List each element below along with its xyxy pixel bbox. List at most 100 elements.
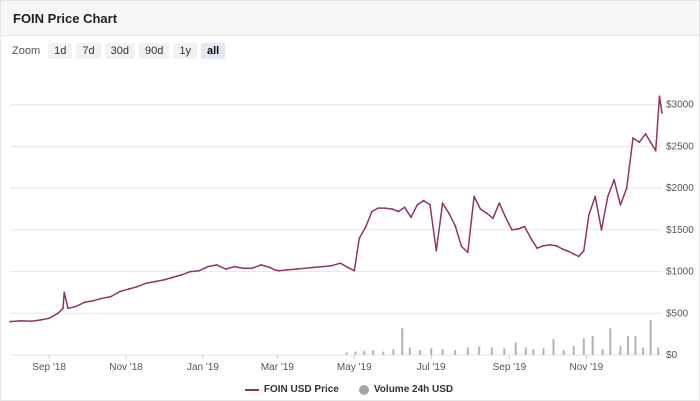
price-point (498, 202, 501, 205)
price-point (57, 312, 59, 315)
y-axis-ticks: $0 $500 $1000 $1500 $2000 $2500 $3000 (666, 100, 694, 361)
legend-dot-icon (358, 384, 369, 395)
volume-bar (626, 335, 629, 355)
zoom-label: Zoom (12, 45, 41, 57)
chart-legend: FOIN USD Price Volume 24h USD (0, 384, 698, 395)
volume-bar (609, 328, 612, 355)
price-series (9, 95, 663, 323)
volume-bar (418, 349, 421, 355)
zoom-button-1y[interactable]: 1y (173, 43, 197, 59)
price-point (136, 285, 139, 288)
price-point (625, 187, 628, 190)
price-point (321, 265, 324, 268)
price-point (594, 195, 597, 198)
price-point (348, 267, 351, 270)
volume-bar (354, 351, 357, 355)
price-point (416, 203, 419, 206)
volume-bar (401, 328, 404, 355)
price-point (567, 250, 570, 253)
price-chart: $0 $500 $1000 $1500 $2000 $2500 $3000 Sep '18 N… (9, 95, 694, 373)
price-point (435, 249, 438, 252)
price-point (92, 299, 95, 302)
price-point (277, 269, 280, 272)
price-point (460, 245, 463, 248)
zoom-button-1d[interactable]: 1d (48, 43, 73, 59)
volume-bar (441, 349, 444, 355)
price-point (364, 226, 367, 229)
volume-bars (345, 319, 660, 355)
price-point (353, 269, 356, 272)
price-point (9, 320, 11, 323)
legend-item-price[interactable]: FOIN USD Price (244, 384, 339, 395)
price-point (529, 237, 532, 240)
volume-bar (552, 339, 555, 355)
price-point (441, 202, 444, 205)
price-point (485, 212, 488, 215)
volume-bar (524, 347, 527, 355)
legend-line-icon (244, 388, 259, 391)
legend-item-volume[interactable]: Volume 24h USD (358, 384, 454, 395)
price-point (20, 319, 23, 322)
y-tick-label: $500 (666, 308, 689, 319)
price-point (224, 268, 227, 270)
price-point (242, 267, 245, 270)
y-tick-label: $0 (666, 350, 678, 361)
price-point (377, 207, 380, 210)
chart-title: FOIN Price Chart (13, 11, 118, 26)
price-point (661, 112, 663, 114)
volume-bar (382, 351, 385, 355)
volume-bar (601, 349, 604, 355)
x-tick-label: Nov '18 (109, 362, 143, 373)
y-tick-label: $1500 (666, 225, 694, 236)
x-tick-label: Sep '18 (32, 362, 66, 373)
zoom-button-7d[interactable]: 7d (76, 43, 101, 59)
price-point (517, 228, 520, 230)
price-point (30, 320, 33, 323)
volume-bar (649, 319, 652, 355)
price-point (536, 247, 539, 250)
card-header: FOIN Price Chart (1, 1, 699, 36)
volume-bar (466, 347, 469, 355)
price-point (422, 199, 425, 202)
price-point (454, 224, 457, 227)
grid-lines (10, 104, 662, 356)
price-point (587, 213, 590, 216)
volume-bar (532, 349, 535, 355)
price-point (473, 195, 475, 198)
price-point (39, 319, 42, 321)
price-point (304, 267, 307, 270)
price-point (48, 317, 50, 320)
y-tick-label: $2500 (666, 141, 694, 152)
x-tick-label: Sep '19 (493, 362, 527, 373)
zoom-button-all[interactable]: all (200, 43, 226, 59)
price-point (260, 263, 262, 266)
zoom-button-90d[interactable]: 90d (138, 43, 170, 59)
price-point (127, 288, 130, 290)
price-point (511, 228, 513, 231)
volume-bar (490, 347, 493, 355)
x-tick-label: Mar '19 (261, 362, 294, 373)
price-point (548, 243, 551, 246)
price-line (9, 95, 663, 323)
price-point (63, 291, 66, 294)
price-point (268, 266, 271, 269)
price-point (358, 237, 361, 240)
price-point (162, 279, 165, 281)
price-point (215, 263, 218, 266)
y-tick-label: $1000 (666, 267, 694, 278)
volume-bar (430, 348, 433, 355)
price-point (582, 249, 585, 252)
price-point (504, 216, 507, 219)
price-point (273, 268, 276, 271)
volume-bar (634, 335, 637, 355)
volume-bar (454, 349, 457, 355)
volume-bar (392, 349, 395, 355)
x-axis-ticks: Sep '18 Nov '18 Jan '19 Mar '19 May '19 Jul '… (32, 355, 604, 373)
y-tick-label: $3000 (666, 100, 694, 111)
volume-bar (372, 349, 375, 355)
price-point (410, 216, 412, 219)
price-point (632, 137, 634, 139)
zoom-button-30d[interactable]: 30d (104, 43, 135, 59)
legend-label-volume: Volume 24h USD (373, 384, 454, 395)
